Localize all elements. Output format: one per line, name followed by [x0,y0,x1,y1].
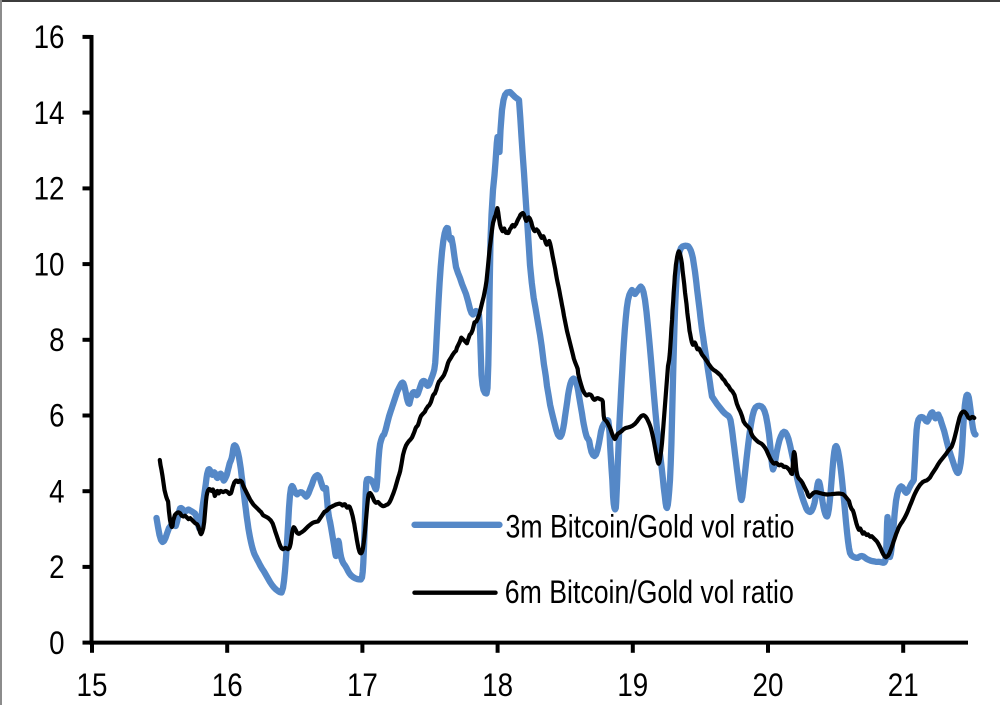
svg-text:6m Bitcoin/Gold vol ratio: 6m Bitcoin/Gold vol ratio [505,574,794,610]
svg-text:12: 12 [34,171,65,207]
svg-text:16: 16 [212,667,243,703]
svg-text:19: 19 [617,667,648,703]
svg-text:17: 17 [347,667,378,703]
svg-text:16: 16 [34,19,65,55]
svg-text:6: 6 [49,398,64,434]
svg-text:18: 18 [482,667,513,703]
svg-text:2: 2 [49,549,64,585]
svg-text:21: 21 [888,667,919,703]
svg-text:10: 10 [34,246,65,282]
svg-text:0: 0 [49,625,64,661]
svg-text:4: 4 [49,473,64,509]
svg-text:3m Bitcoin/Gold vol ratio: 3m Bitcoin/Gold vol ratio [506,509,795,545]
svg-text:15: 15 [77,667,108,703]
svg-text:14: 14 [34,95,65,131]
svg-text:8: 8 [49,322,64,358]
svg-text:20: 20 [753,667,784,703]
